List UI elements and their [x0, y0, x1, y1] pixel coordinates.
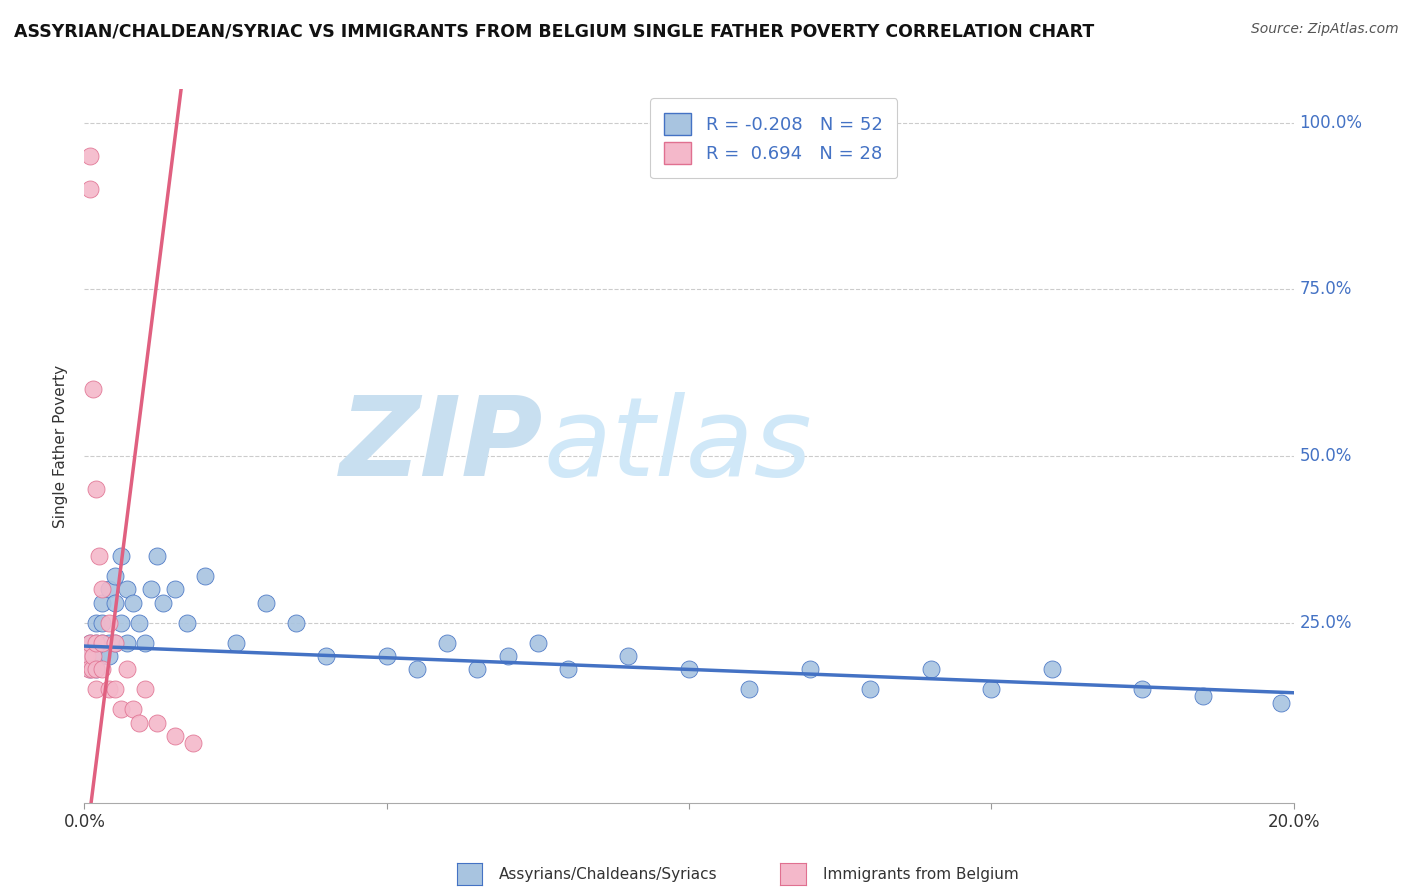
Point	[176, 615, 198, 630]
Point	[406, 662, 429, 676]
Point	[97, 682, 120, 697]
Text: atlas: atlas	[544, 392, 813, 500]
Point	[79, 649, 101, 664]
Point	[225, 636, 247, 650]
Point	[859, 682, 882, 697]
Y-axis label: Single Father Poverty: Single Father Poverty	[53, 365, 69, 527]
Point	[920, 662, 942, 676]
Point	[194, 569, 217, 583]
Point	[315, 649, 337, 664]
Point	[467, 662, 489, 676]
Point	[91, 596, 114, 610]
Point	[91, 662, 114, 676]
Point	[79, 182, 101, 196]
Point	[104, 636, 127, 650]
Point	[1270, 696, 1292, 710]
Text: Assyrians/Chaldeans/Syriacs: Assyrians/Chaldeans/Syriacs	[499, 867, 717, 881]
Point	[134, 636, 156, 650]
Point	[121, 596, 143, 610]
Point	[79, 636, 101, 650]
Point	[115, 582, 138, 597]
Text: 75.0%: 75.0%	[1299, 280, 1353, 298]
Point	[1191, 689, 1213, 703]
Point	[80, 662, 103, 676]
Point	[79, 149, 101, 163]
Point	[91, 582, 114, 597]
Point	[496, 649, 519, 664]
Text: 100.0%: 100.0%	[1299, 113, 1362, 131]
Point	[146, 715, 169, 730]
Point	[254, 596, 277, 610]
Point	[91, 636, 114, 650]
Point	[110, 702, 132, 716]
Point	[980, 682, 1002, 697]
Point	[89, 549, 111, 563]
Point	[163, 582, 186, 597]
Point	[152, 596, 174, 610]
Point	[86, 649, 108, 664]
Point	[79, 662, 101, 676]
Point	[104, 596, 127, 610]
Point	[82, 382, 104, 396]
Point	[110, 549, 132, 563]
Text: Immigrants from Belgium: Immigrants from Belgium	[823, 867, 1018, 881]
Point	[128, 615, 150, 630]
Point	[91, 615, 114, 630]
Point	[115, 636, 138, 650]
Point	[799, 662, 821, 676]
Point	[86, 662, 108, 676]
Point	[77, 662, 100, 676]
Point	[284, 615, 308, 630]
Point	[738, 682, 761, 697]
Point	[97, 636, 120, 650]
Point	[121, 702, 143, 716]
Point	[86, 636, 108, 650]
Point	[104, 569, 127, 583]
Point	[146, 549, 169, 563]
Text: 50.0%: 50.0%	[1299, 447, 1353, 465]
Point	[436, 636, 458, 650]
Point	[104, 682, 127, 697]
Point	[97, 649, 120, 664]
Point	[1040, 662, 1063, 676]
Point	[526, 636, 548, 650]
Text: ZIP: ZIP	[340, 392, 544, 500]
Point	[91, 649, 114, 664]
Point	[86, 682, 108, 697]
Point	[86, 636, 108, 650]
Point	[97, 615, 120, 630]
Point	[115, 662, 138, 676]
Point	[181, 736, 204, 750]
Point	[82, 649, 104, 664]
Point	[617, 649, 640, 664]
Point	[86, 615, 108, 630]
Point	[678, 662, 700, 676]
Point	[104, 636, 127, 650]
Point	[86, 483, 108, 497]
Point	[128, 715, 150, 730]
Point	[1130, 682, 1153, 697]
Text: ASSYRIAN/CHALDEAN/SYRIAC VS IMMIGRANTS FROM BELGIUM SINGLE FATHER POVERTY CORREL: ASSYRIAN/CHALDEAN/SYRIAC VS IMMIGRANTS F…	[14, 22, 1094, 40]
Point	[79, 636, 101, 650]
Point	[163, 729, 186, 743]
Point	[91, 636, 114, 650]
Point	[375, 649, 398, 664]
Point	[76, 649, 98, 664]
Text: Source: ZipAtlas.com: Source: ZipAtlas.com	[1251, 22, 1399, 37]
Text: 25.0%: 25.0%	[1299, 614, 1353, 632]
Legend: R = -0.208   N = 52, R =  0.694   N = 28: R = -0.208 N = 52, R = 0.694 N = 28	[650, 98, 897, 178]
Point	[557, 662, 579, 676]
Point	[139, 582, 162, 597]
Point	[86, 662, 108, 676]
Point	[134, 682, 156, 697]
Point	[110, 615, 132, 630]
Point	[97, 582, 120, 597]
